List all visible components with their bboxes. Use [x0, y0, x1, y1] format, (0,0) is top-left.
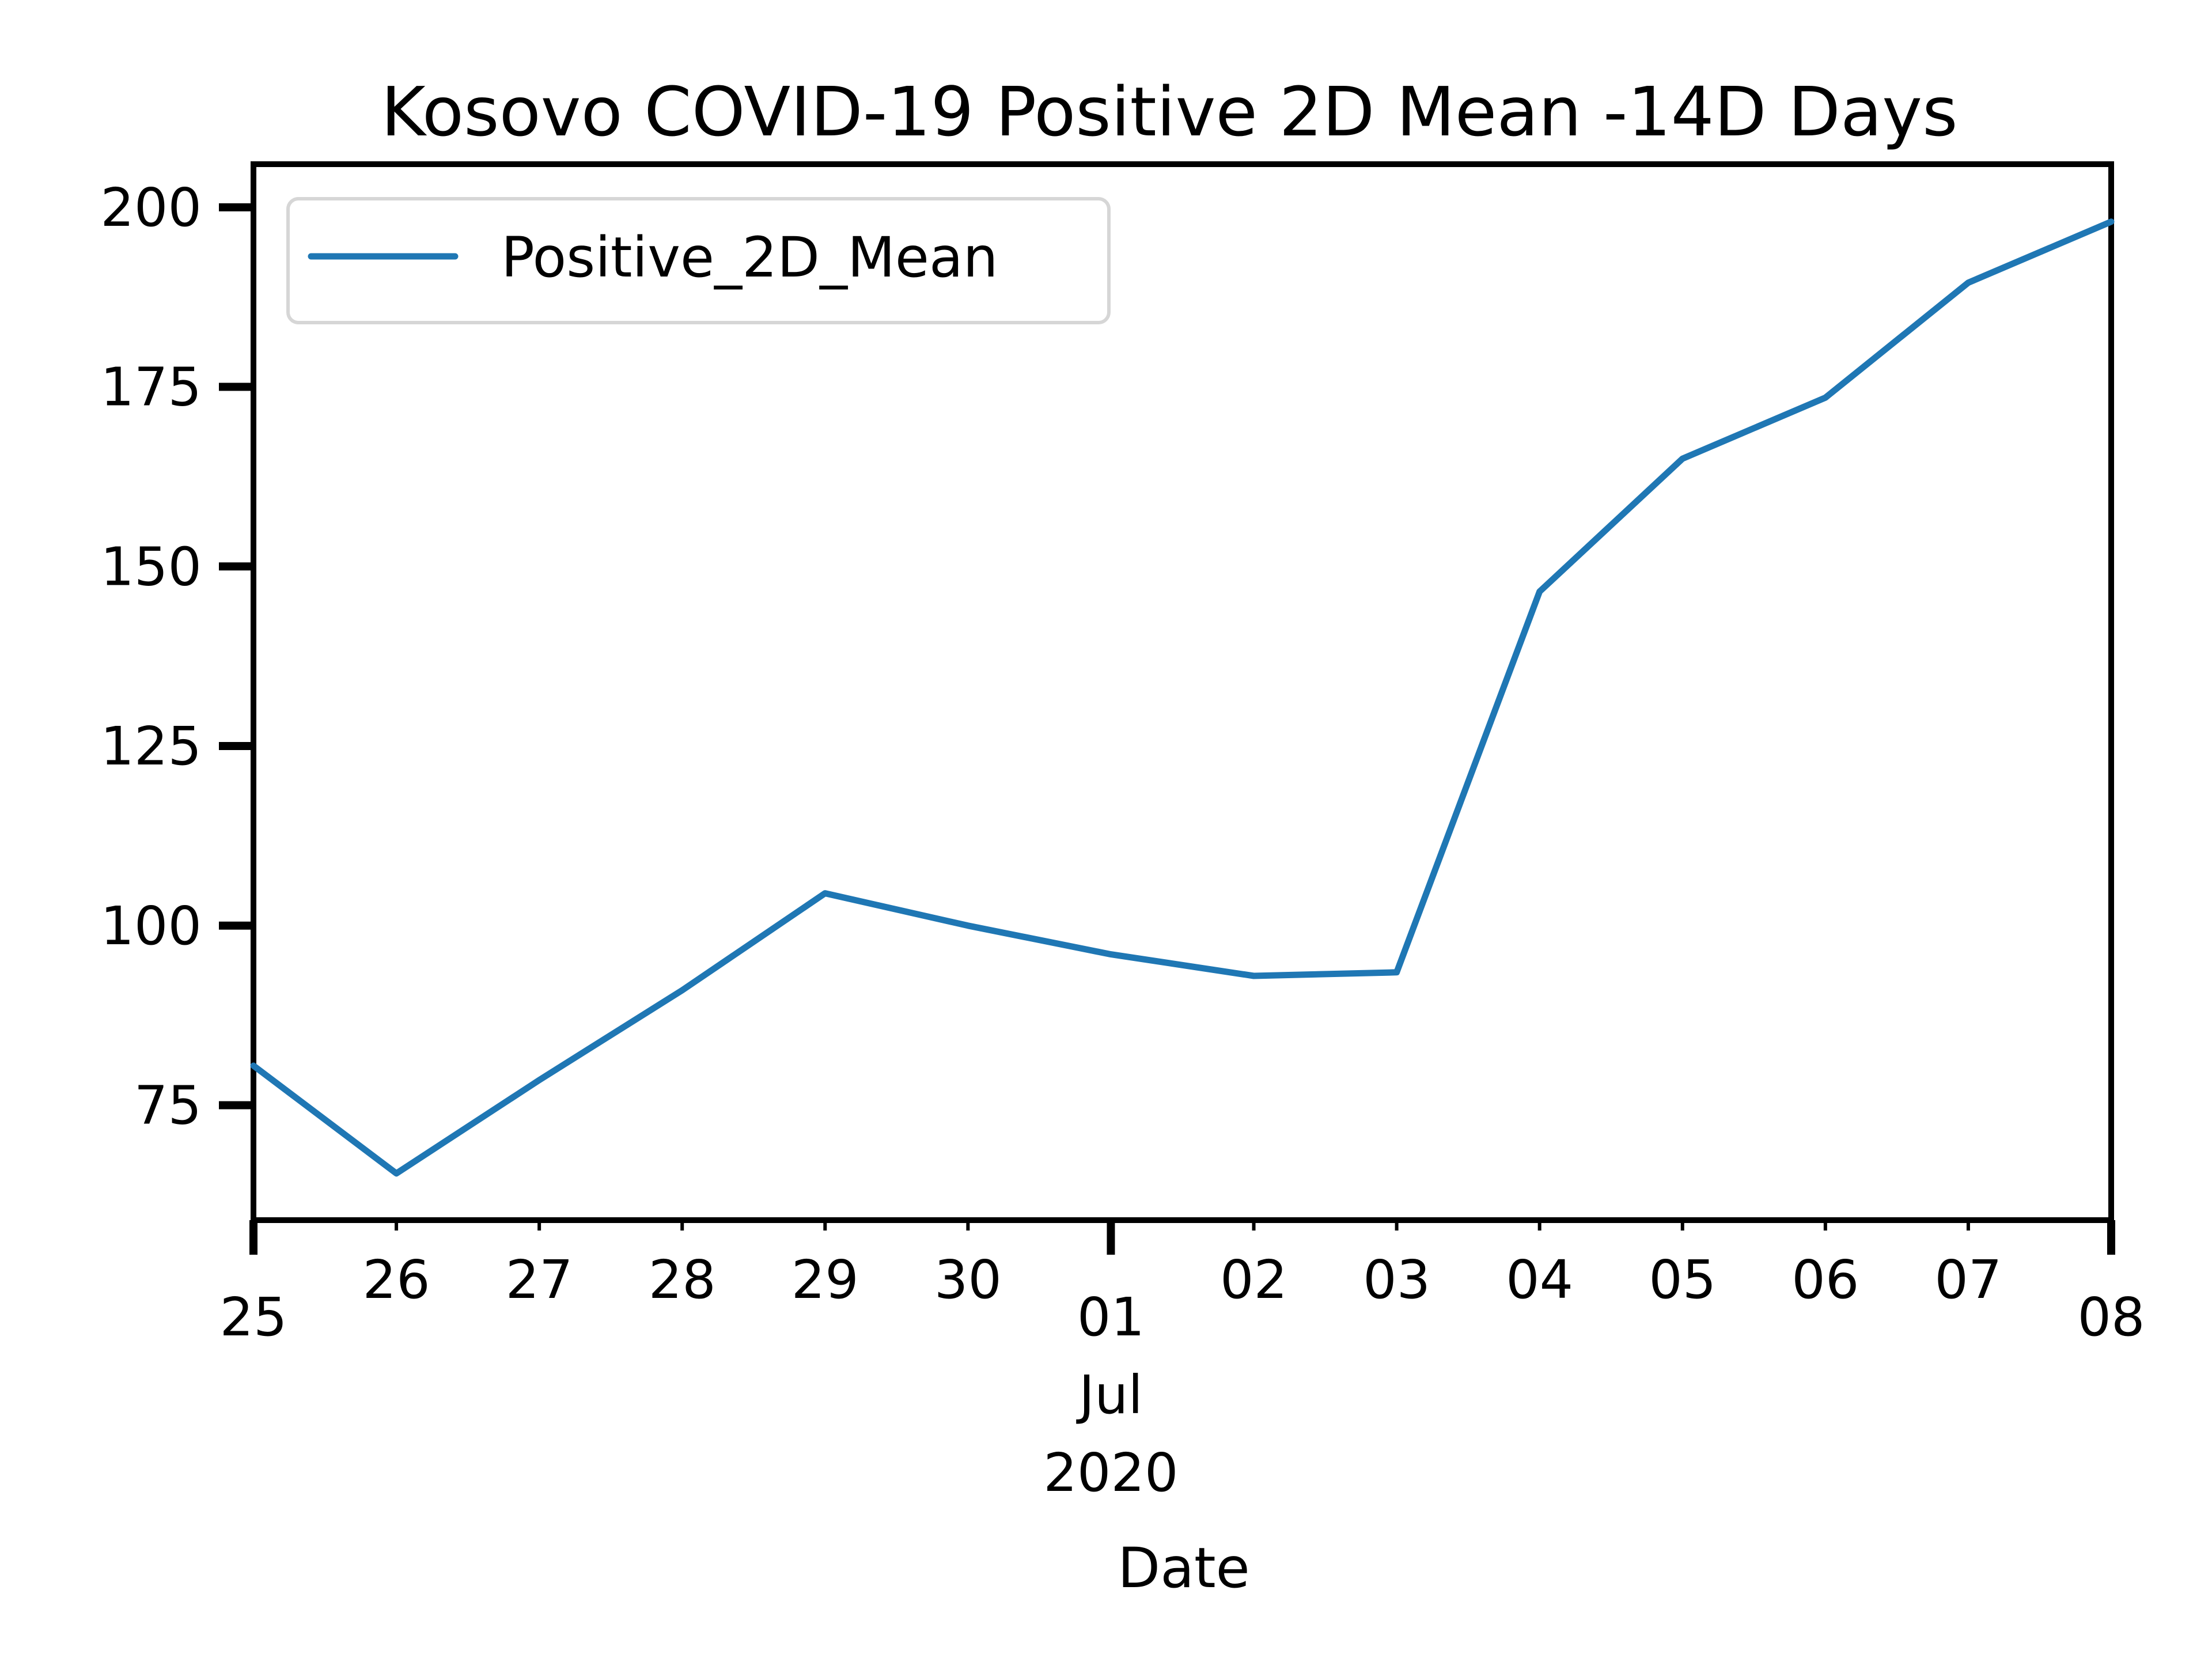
data-point	[1822, 395, 1828, 401]
data-point	[2108, 218, 2114, 225]
y-tick-label: 100	[100, 895, 202, 957]
x-tick-label: 26	[363, 1249, 430, 1311]
data-point	[1108, 951, 1114, 957]
x-tick-label: 29	[791, 1249, 859, 1311]
chart-title: Kosovo COVID-19 Positive 2D Mean -14D Da…	[381, 72, 1957, 152]
x-tick-label: 30	[934, 1249, 1002, 1311]
data-point	[1393, 969, 1400, 975]
x-tick-label: 01	[1077, 1286, 1145, 1348]
x-year-label: 2020	[1043, 1442, 1178, 1504]
data-point	[536, 1077, 543, 1083]
x-tick-label: 02	[1220, 1249, 1287, 1311]
x-tick-label: 03	[1363, 1249, 1430, 1311]
plot-frame	[251, 161, 2114, 1223]
y-tick-label: 200	[100, 177, 202, 238]
x-tick-label: 27	[506, 1249, 573, 1311]
data-point	[679, 987, 685, 993]
plot-border	[251, 161, 2114, 1223]
y-tick-label: 75	[134, 1074, 202, 1136]
y-tick-label: 150	[100, 536, 202, 597]
x-axis-label: Date	[1118, 1536, 1249, 1600]
data-point	[393, 1170, 400, 1176]
series-layer	[250, 218, 2115, 1177]
data-point	[1965, 279, 1971, 286]
legend-label: Positive_2D_Mean	[501, 225, 998, 290]
x-tick-label: 04	[1506, 1249, 1573, 1311]
x-tick-label: 07	[1934, 1249, 2002, 1311]
x-tick-label: 06	[1791, 1249, 1859, 1311]
x-axis: 25 26 27 28 29 30 01 02 03 04 05 06 07 08 Jul 2020	[219, 1220, 2145, 1504]
x-month-label: Jul	[1076, 1364, 1143, 1426]
data-point	[1251, 973, 1257, 979]
x-tick-label: 25	[219, 1286, 287, 1348]
data-point	[1679, 456, 1685, 462]
data-point	[822, 890, 828, 896]
data-point	[965, 922, 971, 929]
data-point	[1536, 588, 1543, 595]
series-line	[250, 218, 2115, 1177]
x-tick-label: 05	[1649, 1249, 1716, 1311]
x-tick-label: 28	[649, 1249, 716, 1311]
y-tick-label: 125	[100, 715, 202, 777]
x-tick-label: 08	[2077, 1286, 2145, 1348]
y-axis: 75 100 125 150 175 200	[100, 177, 253, 1136]
legend-box	[286, 197, 1111, 324]
legend: Positive_2D_Mean	[286, 197, 1111, 324]
y-tick-label: 175	[100, 357, 202, 418]
data-point	[251, 1062, 256, 1069]
